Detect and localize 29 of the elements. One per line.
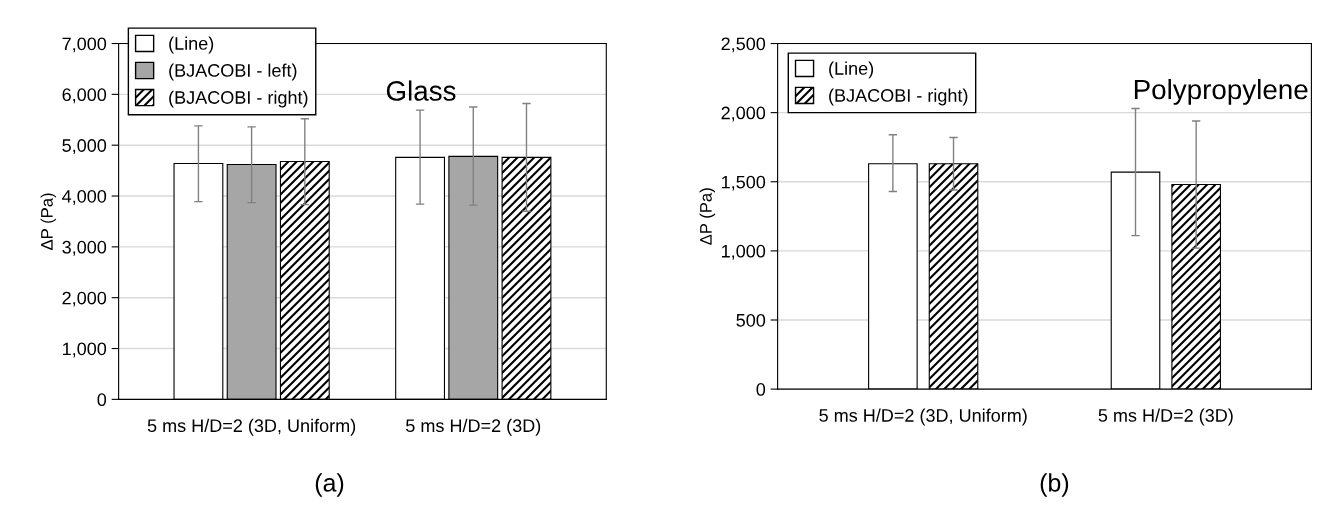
y-axis-title: ΔP (Pa) xyxy=(699,188,716,245)
y-tick-label: 2,500 xyxy=(721,37,766,53)
x-tick-label: 5 ms H/D=2 (3D) xyxy=(1098,408,1233,426)
y-tick-label: 7,000 xyxy=(62,37,107,53)
x-tick-label: 5 ms H/D=2 (3D) xyxy=(406,418,541,436)
legend-label: (Line) xyxy=(169,36,214,54)
x-tick-label: 5 ms H/D=2 (3D, Uniform) xyxy=(819,408,1027,426)
y-tick-label: 4,000 xyxy=(62,189,107,205)
text: (b) xyxy=(1040,473,1069,497)
y-tick-label: 500 xyxy=(736,313,766,327)
legend-label: (BJACOBI - left) xyxy=(169,63,297,81)
y-tick-label: 1,000 xyxy=(722,244,766,260)
x-tick-label: 5 ms H/D=2 (3D, Uniform) xyxy=(147,418,356,436)
y-tick-label: 3,000 xyxy=(62,240,107,256)
y-tick-label: 1,000 xyxy=(63,342,107,358)
annotation: Polypropylene xyxy=(1134,78,1308,105)
y-tick-label: 6,000 xyxy=(62,88,107,104)
annotation: Glass xyxy=(386,80,456,101)
y-tick-label: 2,000 xyxy=(721,106,766,122)
y-axis-title: ΔP (Pa) xyxy=(40,193,57,250)
legend-label: (BJACOBI - right) xyxy=(829,88,968,106)
text: (a) xyxy=(315,473,344,497)
y-tick-label: 0 xyxy=(756,383,766,396)
y-tick-label: 2,000 xyxy=(62,291,107,307)
legend-label: (Line) xyxy=(829,61,874,79)
y-tick-label: 5,000 xyxy=(62,139,107,155)
legend-label: (BJACOBI - right) xyxy=(169,90,308,108)
y-tick-label: 1,500 xyxy=(722,175,766,191)
y-tick-label: 0 xyxy=(97,393,107,407)
